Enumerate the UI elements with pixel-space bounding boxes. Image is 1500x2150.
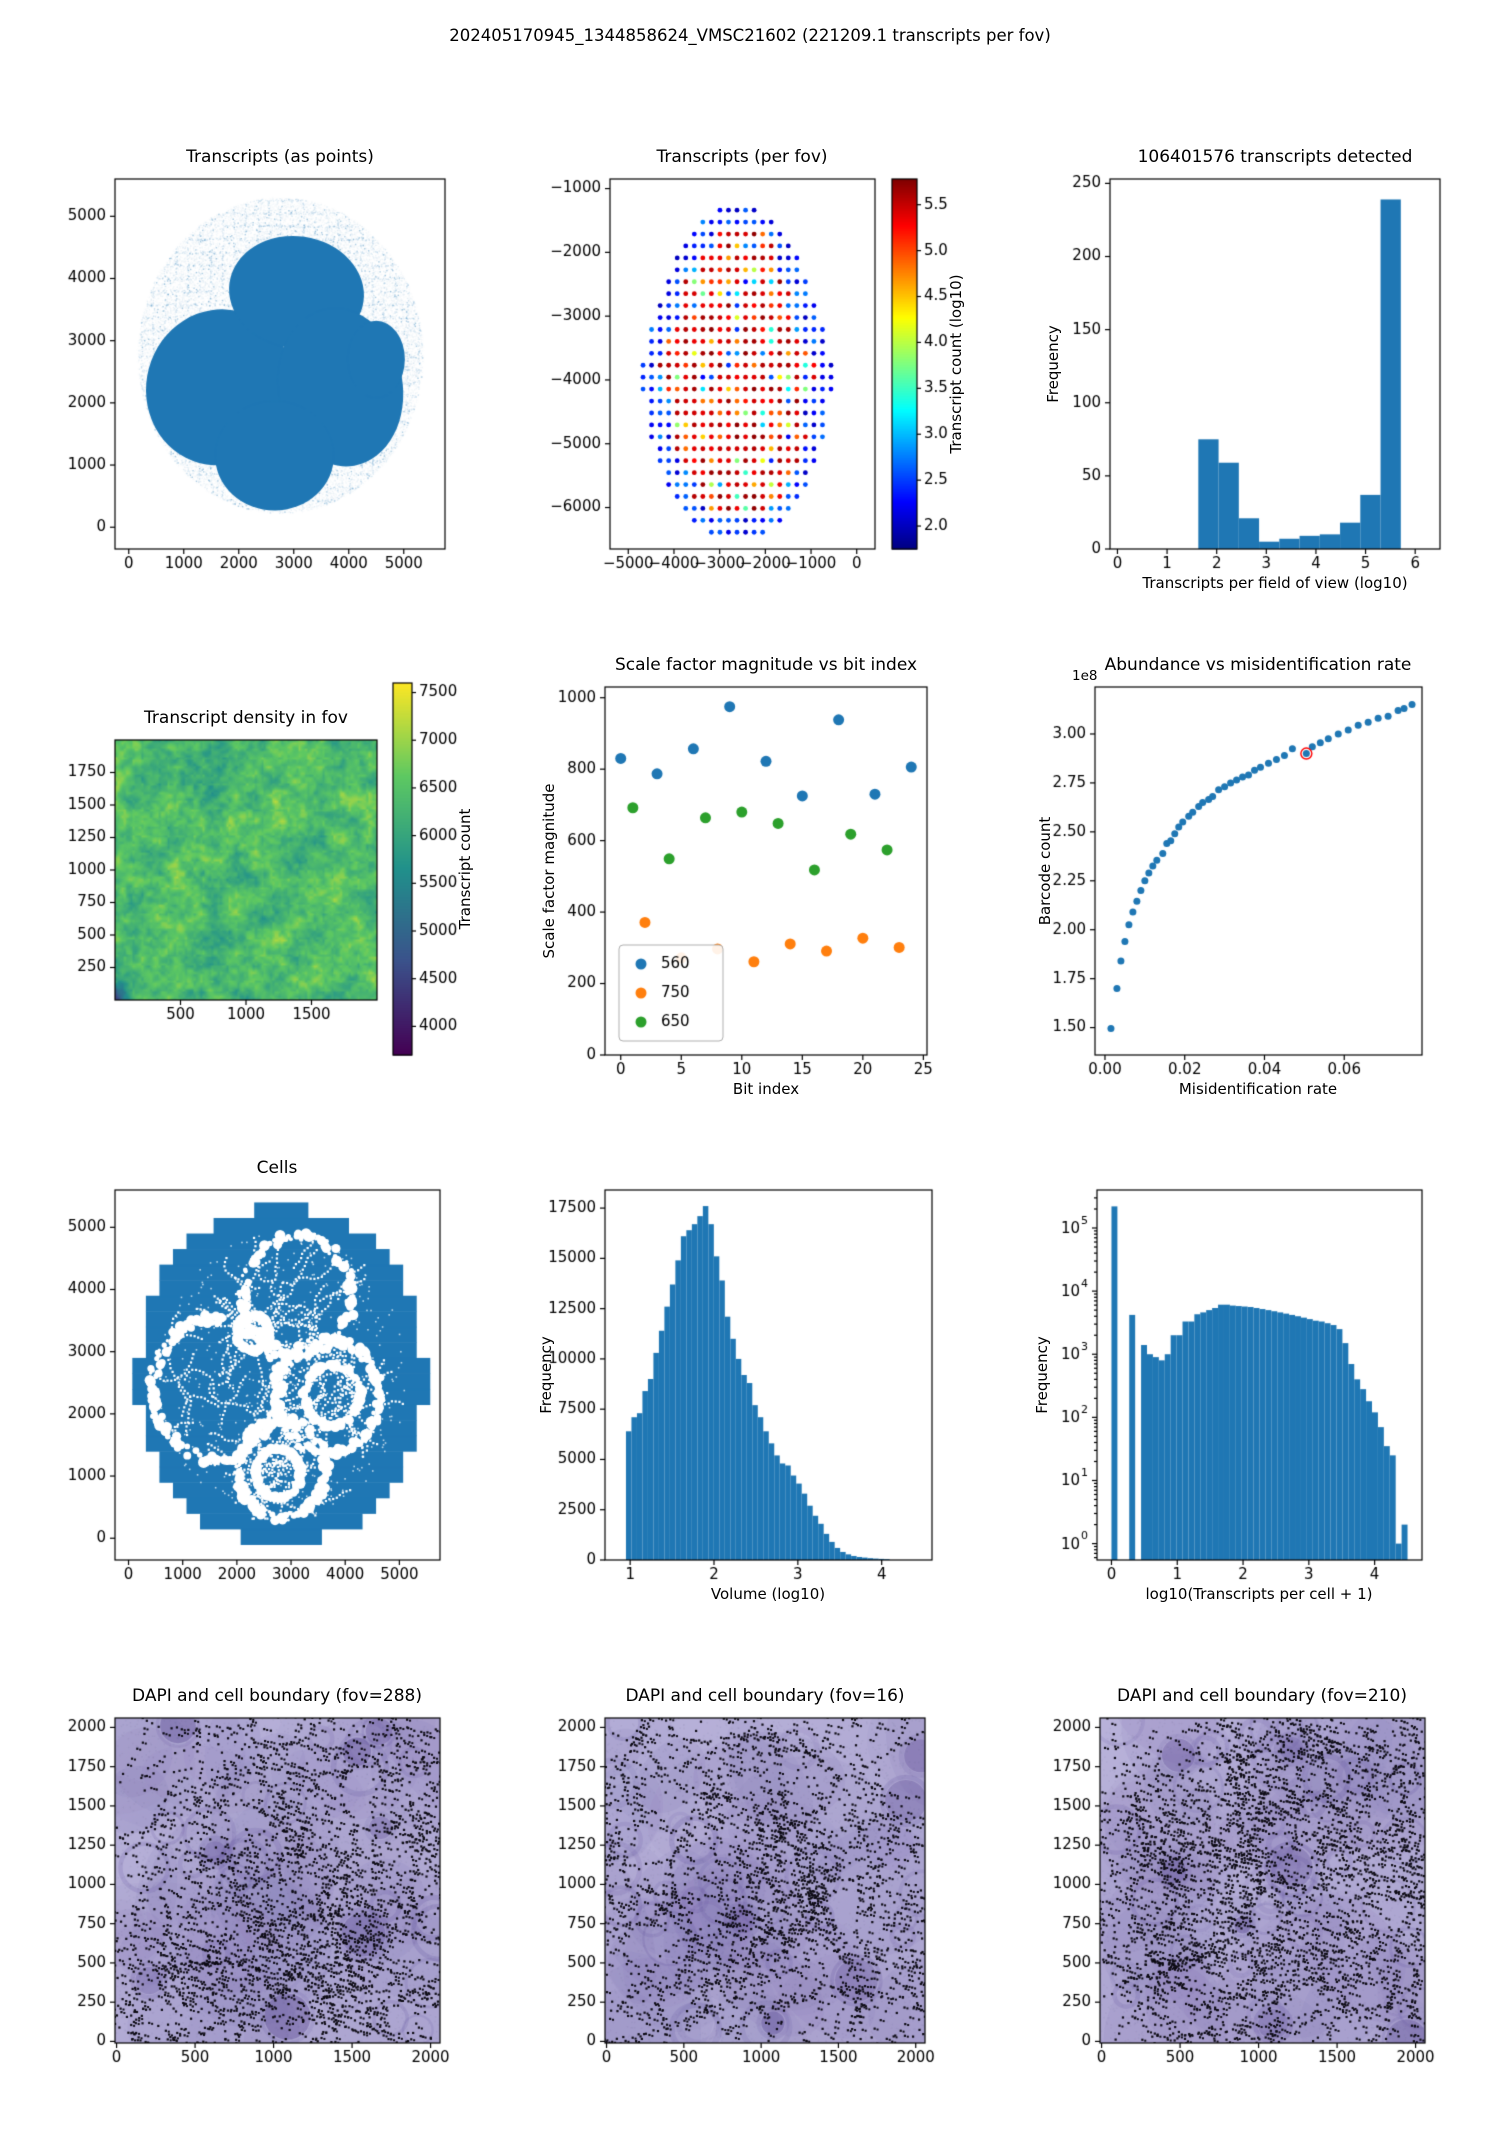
offset-text-1e8: 1e8 — [1072, 668, 1098, 684]
ylabel-scale-factor-magnitude: Scale factor magnitude — [540, 783, 558, 959]
title-transcripts-as-points: Transcripts (as points) — [186, 147, 374, 167]
xlabel-misidentification-rate: Misidentification rate — [1178, 1080, 1338, 1098]
figure-title: 202405170945_1344858624_VMSC21602 (22120… — [449, 26, 1051, 45]
title-abundance: Abundance vs misidentification rate — [1104, 655, 1412, 675]
title-dapi-fov-16: DAPI and cell boundary (fov=16) — [625, 1686, 905, 1706]
xlabel-transcripts-per-cell: log10(Transcripts per cell + 1) — [1145, 1585, 1373, 1603]
colorbar-label-transcript-count: Transcript count — [456, 808, 474, 930]
ylabel-frequency-fov-hist: Frequency — [1044, 325, 1062, 403]
title-transcripts-per-fov: Transcripts (per fov) — [656, 147, 828, 167]
title-scale-factor: Scale factor magnitude vs bit index — [614, 655, 918, 675]
title-transcripts-detected: 106401576 transcripts detected — [1137, 147, 1413, 167]
ylabel-frequency-cell-hist: Frequency — [1033, 1336, 1051, 1414]
xlabel-bit-index: Bit index — [732, 1080, 800, 1098]
xlabel-volume-log10: Volume (log10) — [710, 1585, 826, 1603]
ylabel-frequency-volume-hist: Frequency — [537, 1336, 555, 1414]
ylabel-barcode-count: Barcode count — [1036, 816, 1054, 926]
xlabel-transcripts-per-fov-log10: Transcripts per field of view (log10) — [1142, 574, 1408, 592]
title-transcript-density: Transcript density in fov — [144, 708, 348, 728]
colorbar-label-transcript-count-log10: Transcript count (log10) — [947, 274, 965, 454]
title-cells: Cells — [256, 1158, 298, 1178]
title-dapi-fov-210: DAPI and cell boundary (fov=210) — [1117, 1686, 1407, 1706]
title-dapi-fov-288: DAPI and cell boundary (fov=288) — [132, 1686, 422, 1706]
